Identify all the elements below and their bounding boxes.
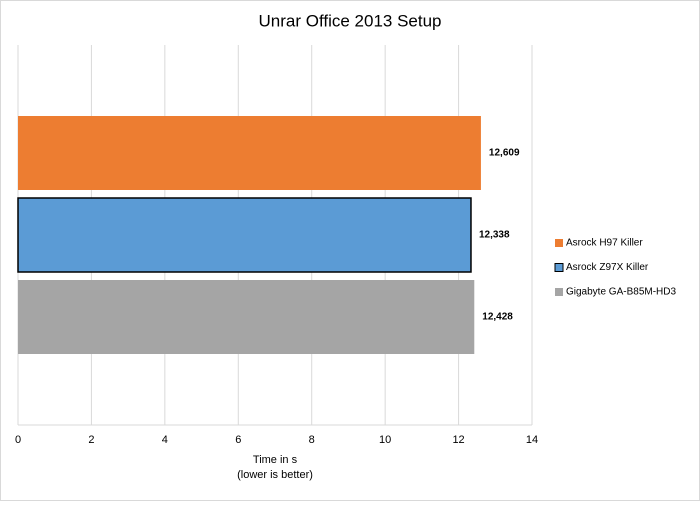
x-tick-label: 6 [235,434,241,446]
data-label: 12,338 [479,230,510,241]
x-axis-title: Time in s [253,454,298,466]
bar [18,116,481,190]
legend-label: Asrock Z97X Killer [566,262,649,273]
legend-swatch [554,263,564,272]
x-tick-label: 2 [88,434,94,446]
legend-swatch [555,288,563,296]
data-label: 12,609 [489,148,520,159]
legend-label: Asrock H97 Killer [566,238,643,249]
x-tick-label: 0 [15,434,21,446]
x-tick-label: 14 [526,434,538,446]
x-tick-label: 8 [309,434,315,446]
legend-swatch [555,239,563,247]
bar [17,197,472,273]
x-tick-label: 10 [379,434,391,446]
bar [18,280,475,354]
data-label: 12,428 [482,312,513,323]
x-tick-label: 4 [162,434,168,446]
x-axis-title: (lower is better) [237,469,313,481]
chart-title: Unrar Office 2013 Setup [258,11,441,30]
legend-label: Gigabyte GA-B85M-HD3 [566,287,676,298]
x-tick-label: 12 [452,434,464,446]
